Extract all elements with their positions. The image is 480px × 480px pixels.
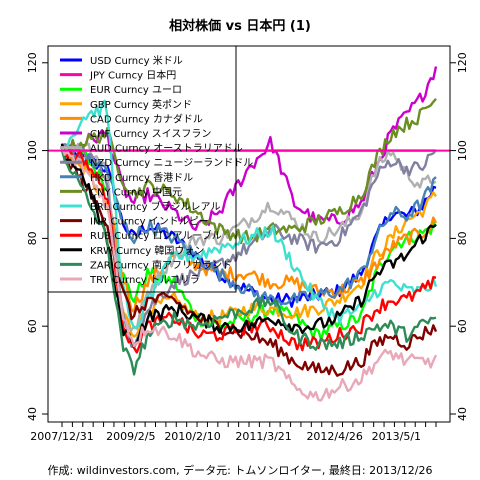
y-tick-label-left-0: 40 [26, 407, 39, 421]
x-tick-label-1: 2009/2/5 [106, 430, 155, 443]
legend-label-6: AUD Curncy オーストラリアドル [90, 143, 243, 155]
y-tick-label-right-3: 100 [456, 140, 469, 161]
chart-footer: 作成: wildinvestors.com, データ元: トムソンロイター, 最… [48, 463, 433, 477]
series-line-8 [61, 147, 437, 307]
y-tick-label-right-1: 60 [456, 319, 469, 333]
series-line-15 [60, 146, 438, 402]
legend-label-2: EUR Curncy ユーロ [90, 85, 182, 96]
legend-label-14: ZAR Curncy 南アフリカランド [90, 258, 232, 271]
y-tick-label-right-0: 40 [456, 407, 469, 421]
legend-label-9: CNY Curncy 中国元 [90, 185, 182, 198]
y-tick-label-right-4: 120 [456, 52, 469, 73]
y-tick-label-left-3: 100 [26, 140, 39, 161]
legend-label-12: RUB Curncy ロシアルーブル [90, 229, 222, 242]
series-line-0 [60, 145, 437, 308]
series-line-13 [60, 143, 437, 349]
legend-label-13: KRW Curncy 韓国ウォン [90, 245, 204, 257]
y-tick-label-left-4: 120 [26, 52, 39, 73]
x-tick-label-4: 2012/4/26 [306, 430, 362, 443]
legend-label-7: NZD Curncy ニュージーランドドル [90, 157, 253, 169]
legend-label-3: GBP Curncy 英ポンド [90, 98, 192, 111]
legend-label-5: CHF Curncy スイスフラン [90, 128, 211, 140]
legend-label-4: CAD Curncy カナダドル [90, 112, 203, 125]
y-tick-label-right-2: 80 [456, 231, 469, 245]
legend-label-8: HKD Curncy 香港ドル [90, 172, 193, 184]
legend: USD Curncy 米ドル JPY Curncy 日本円 EUR Curncy ユ… [47, 45, 253, 293]
x-tick-label-5: 2013/5/1 [372, 430, 421, 443]
legend-label-10: BRL Curncy ブラジルレアル [90, 200, 220, 213]
legend-box [47, 45, 237, 293]
y-tick-label-left-1: 60 [26, 319, 39, 333]
x-tick-label-0: 2007/12/31 [30, 430, 93, 443]
series-layer [48, 66, 450, 402]
legend-label-11: INR Curncy インドルピー [90, 216, 209, 228]
series-line-14 [60, 149, 437, 376]
series-line-12 [60, 144, 437, 354]
legend-label-0: USD Curncy 米ドル [90, 54, 183, 67]
legend-label-1: JPY Curncy 日本円 [89, 69, 176, 82]
chart-title: 相対株価 vs 日本円 (1) [169, 18, 311, 34]
y-tick-label-left-2: 80 [26, 231, 39, 245]
legend-label-15: TRY Curncy トルコリラ [89, 274, 200, 286]
x-tick-label-3: 2011/3/21 [235, 430, 291, 443]
x-tick-label-2: 2010/2/10 [164, 430, 220, 443]
series-line-4 [60, 150, 438, 313]
